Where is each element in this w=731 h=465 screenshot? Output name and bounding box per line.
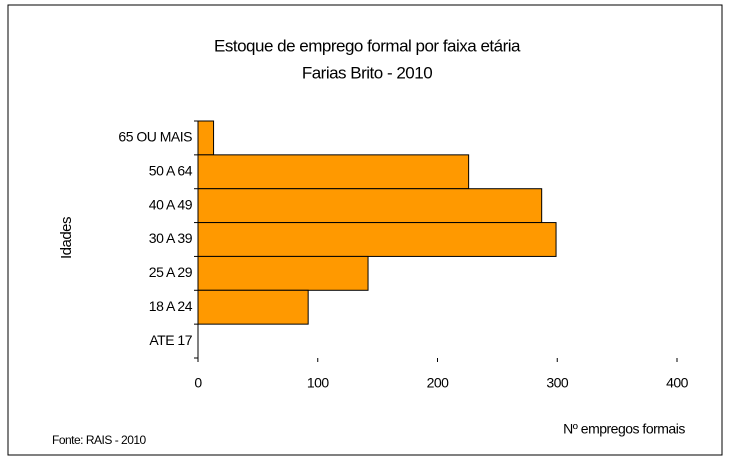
x-axis-title: Nº empregos formais xyxy=(563,421,685,437)
bar xyxy=(197,154,470,190)
y-tick-label: 18 A 24 xyxy=(149,298,193,314)
y-tick-label: 25 A 29 xyxy=(149,264,193,280)
y-axis-title: Idades xyxy=(58,217,75,259)
y-tick-label: ATE 17 xyxy=(149,332,192,348)
y-tick-label: 30 A 39 xyxy=(149,230,193,246)
x-tick-label: 0 xyxy=(194,375,202,391)
y-tick-label: 50 A 64 xyxy=(149,162,193,178)
bar xyxy=(197,188,543,224)
y-tick-label: 65 OU MAIS xyxy=(118,129,192,145)
chart-subtitle: Farias Brito - 2010 xyxy=(302,63,432,82)
source-note: Fonte: RAIS - 2010 xyxy=(52,433,147,447)
bar xyxy=(197,222,557,257)
y-tick-label: 40 A 49 xyxy=(149,196,193,212)
x-tick-label: 400 xyxy=(666,375,689,391)
x-tick-label: 200 xyxy=(427,375,450,391)
bar xyxy=(197,289,309,325)
bar xyxy=(197,255,369,291)
x-tick-label: 100 xyxy=(307,375,330,391)
chart-title: Estoque de emprego formal por faixa etár… xyxy=(214,36,521,55)
bar xyxy=(197,120,215,156)
x-tick-label: 300 xyxy=(546,375,569,391)
